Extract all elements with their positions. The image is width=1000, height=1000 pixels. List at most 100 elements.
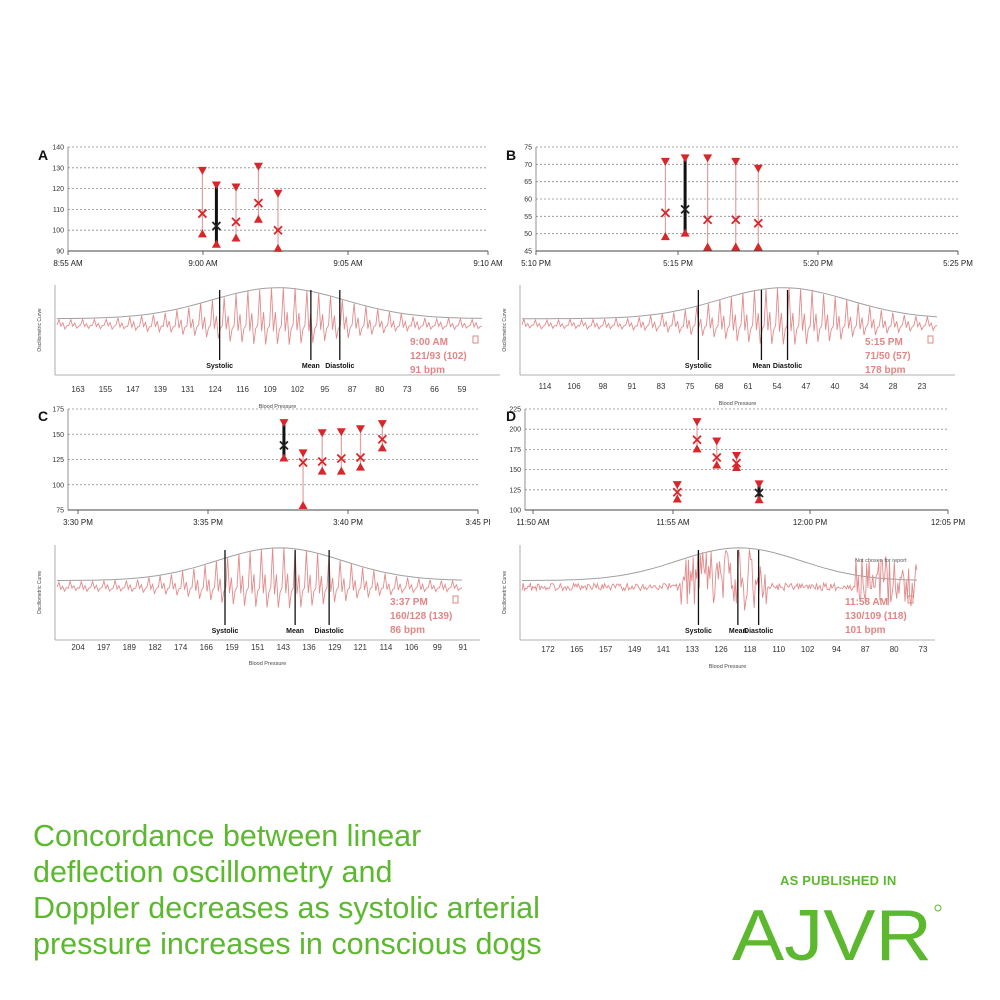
- x-tick-label: 12:05 PM: [931, 518, 966, 527]
- osc-x-tick-label: 23: [918, 382, 927, 391]
- diastolic-marker: [355, 462, 365, 471]
- mean-marker: [211, 221, 222, 231]
- osc-readout-line: 178 bpm: [865, 365, 906, 376]
- y-tick-label: 65: [524, 179, 532, 186]
- measurement: [680, 154, 690, 237]
- panel-a: A 90 100 110 120 130 140 8:55 AM 9:00 AM 9:05 AM 9…: [37, 145, 503, 411]
- osc-x-tick-label: 80: [890, 645, 899, 654]
- osc-x-tick-label: 118: [744, 645, 757, 654]
- osc-x-tick-label: 124: [208, 385, 222, 394]
- osc-x-tick-label: 174: [174, 643, 188, 652]
- y-tick-label: 70: [524, 162, 532, 169]
- osc-x-tick-label: 40: [831, 382, 840, 391]
- osc-marker-label: Systolic: [206, 363, 233, 370]
- y-tick-label: 75: [56, 508, 64, 515]
- mean-marker: [692, 435, 702, 445]
- osc-x-tick-label: 99: [433, 643, 442, 652]
- measurement: [231, 183, 241, 242]
- osc-x-tick-label: 102: [291, 385, 305, 394]
- caption-line: deflection oscillometry and: [33, 855, 393, 889]
- osc-x-tick-label: 28: [889, 382, 898, 391]
- osc-x-tick-label: 149: [628, 645, 642, 654]
- osc-readout-line: 5:15 PM: [865, 337, 903, 348]
- osc-marker-label: Mean: [302, 363, 320, 370]
- mean-marker: [377, 434, 387, 444]
- diastolic-marker: [680, 228, 690, 237]
- osc-marker-label: Diastolic: [744, 628, 773, 635]
- osc-x-tick-label: 106: [405, 643, 419, 652]
- systolic-marker: [672, 481, 682, 490]
- diastolic-marker: [712, 460, 722, 469]
- measurement: [754, 480, 764, 504]
- osc-readout-line: 130/109 (118): [845, 611, 907, 622]
- osc-x-axis-label: Blood Pressure: [709, 664, 747, 670]
- y-tick-label: 125: [509, 487, 521, 494]
- diastolic-marker: [231, 233, 241, 242]
- systolic-marker: [279, 419, 289, 428]
- trash-icon: [472, 335, 479, 344]
- osc-envelope-curve: [522, 287, 938, 320]
- y-tick-label: 130: [52, 165, 64, 172]
- y-tick-label: 175: [509, 447, 521, 454]
- osc-x-tick-label: 87: [348, 385, 357, 394]
- osc-x-tick-label: 121: [354, 643, 368, 652]
- osc-x-tick-label: 147: [126, 385, 140, 394]
- osc-x-tick-label: 204: [71, 643, 85, 652]
- mean-marker: [197, 208, 208, 219]
- osc-x-tick-label: 68: [715, 382, 724, 391]
- mean-marker: [672, 487, 682, 497]
- osc-readout-line: 9:00 AM: [410, 337, 448, 348]
- osc-x-tick-label: 197: [97, 643, 111, 652]
- osc-x-tick-label: 159: [225, 643, 239, 652]
- osc-readout-line: 86 bpm: [390, 625, 425, 636]
- diastolic-marker: [298, 500, 308, 509]
- diastolic-marker: [692, 444, 702, 453]
- osc-y-axis-label: Oscillometric Curve: [37, 571, 43, 615]
- trash-icon: [927, 335, 934, 344]
- osc-x-tick-label: 80: [375, 385, 384, 394]
- osc-x-tick-label: 163: [71, 385, 85, 394]
- osc-waveform: [521, 549, 918, 611]
- measurement: [336, 428, 346, 475]
- osc-x-tick-label: 189: [123, 643, 137, 652]
- osc-envelope-curve: [522, 547, 918, 581]
- mean-marker: [702, 215, 713, 225]
- osc-y-axis-label: Oscillometric Curve: [37, 308, 43, 352]
- panel-c: C 75 100 125 150 175 3:30 PM 3:35 PM 3:40 PM 3:45…: [37, 407, 491, 668]
- diastolic-marker: [211, 239, 221, 248]
- diastolic-marker: [336, 466, 346, 475]
- x-tick-label: 3:30 PM: [63, 518, 93, 527]
- osc-x-tick-label: 110: [772, 645, 785, 654]
- x-tick-label: 3:35 PM: [193, 518, 223, 527]
- osc-marker-label: Diastolic: [325, 363, 354, 370]
- diastolic-marker: [753, 242, 763, 251]
- y-tick-label: 50: [524, 231, 532, 238]
- panel-letter: A: [38, 147, 48, 163]
- diastolic-marker: [197, 229, 207, 238]
- caption: Concordance between linear deflection os…: [33, 818, 673, 962]
- osc-x-tick-label: 98: [599, 382, 608, 391]
- x-tick-label: 11:55 AM: [656, 518, 690, 527]
- systolic-marker: [197, 166, 207, 175]
- y-tick-label: 150: [509, 467, 521, 474]
- osc-x-tick-label: 91: [459, 643, 468, 652]
- systolic-marker: [298, 449, 308, 458]
- diastolic-marker: [253, 214, 263, 223]
- osc-waveform: [56, 287, 483, 345]
- osc-readout-line: 11:58 AM: [845, 597, 888, 608]
- mean-marker: [712, 452, 722, 463]
- y-tick-label: 200: [509, 427, 521, 434]
- y-tick-label: 110: [53, 207, 64, 214]
- systolic-marker: [273, 189, 283, 198]
- x-tick-label: 9:00 AM: [188, 259, 218, 268]
- x-tick-label: 9:10 AM: [473, 259, 503, 268]
- osc-x-tick-label: 114: [380, 643, 393, 652]
- mean-marker: [273, 225, 283, 235]
- osc-x-tick-label: 131: [181, 385, 195, 394]
- systolic-marker: [703, 154, 713, 163]
- diastolic-marker: [754, 495, 764, 504]
- mean-marker: [279, 440, 289, 450]
- diastolic-marker: [672, 494, 682, 503]
- osc-x-tick-label: 116: [236, 385, 249, 394]
- panel-b: B 45 50 55 60 65 70 75 5:10 PM 5:15 PM 5:20 PM 5:25…: [502, 145, 973, 408]
